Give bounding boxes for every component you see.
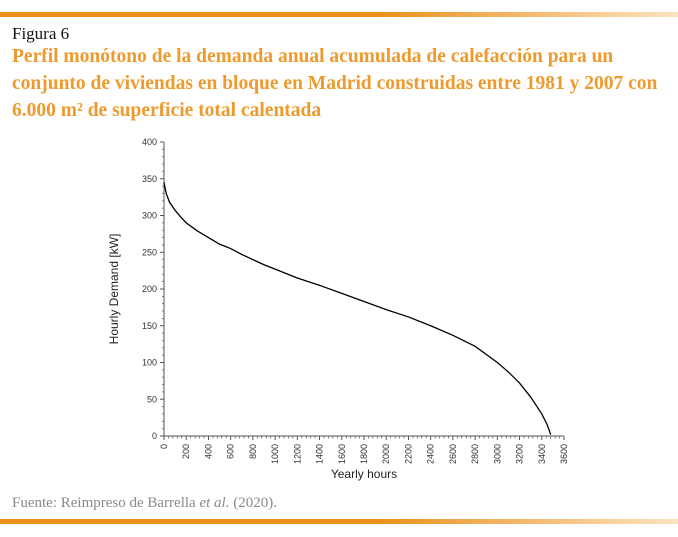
chart-area: 0 50 100 150 200 250 300 350 400 0 200 400 600 800 100… [96, 128, 586, 493]
y-tick-label: 50 [147, 394, 157, 404]
y-tick-label: 150 [142, 321, 157, 331]
x-tick-label: 2800 [470, 444, 480, 464]
x-tick-label: 2600 [448, 444, 458, 464]
x-tick-label: 1000 [270, 444, 280, 464]
y-tick-label: 400 [142, 137, 157, 147]
x-tick-label: 1200 [292, 444, 302, 464]
x-tick-label: 2000 [381, 444, 391, 464]
demand-curve-line [163, 182, 552, 435]
y-tick-label: 350 [142, 174, 157, 184]
y-tick-label: 200 [142, 284, 157, 294]
y-tick-label: 100 [142, 358, 157, 368]
figure-source: Fuente: Reimpreso de Barrella et al. (20… [12, 495, 277, 512]
source-suffix: (2020). [229, 495, 277, 511]
x-tick-label: 400 [203, 444, 213, 459]
y-axis-title: Hourly Demand [kW] [107, 234, 121, 345]
source-prefix: Fuente: Reimpreso de Barrella [12, 495, 200, 511]
y-tick-label: 300 [142, 211, 157, 221]
top-accent-band [0, 12, 678, 17]
x-axis-title: Yearly hours [331, 467, 397, 481]
figure-label: Figura 6 [12, 24, 70, 43]
x-tick-label: 3400 [537, 444, 547, 464]
x-tick-label: 3000 [492, 444, 502, 464]
x-tick-label: 600 [226, 444, 236, 459]
x-tick-label: 1600 [337, 444, 347, 464]
demand-duration-chart: 0 50 100 150 200 250 300 350 400 0 200 400 600 800 100… [107, 137, 569, 481]
source-italic: et al. [199, 495, 230, 511]
x-tick-label: 0 [159, 444, 169, 449]
x-tick-label: 200 [181, 444, 191, 459]
x-tick-label: 3600 [559, 444, 569, 464]
x-tick-label: 2400 [426, 444, 436, 464]
x-tick-label: 1400 [315, 444, 325, 464]
x-tick-label: 2200 [403, 444, 413, 464]
x-tick-label: 3200 [515, 444, 525, 464]
y-tick-label: 0 [152, 431, 157, 441]
x-tick-label: 1800 [359, 444, 369, 464]
x-tick-label: 800 [248, 444, 258, 459]
bottom-accent-band [0, 519, 678, 524]
figure-title: Perfil monótono de la demanda anual acum… [12, 46, 658, 121]
y-tick-label: 250 [142, 247, 157, 257]
